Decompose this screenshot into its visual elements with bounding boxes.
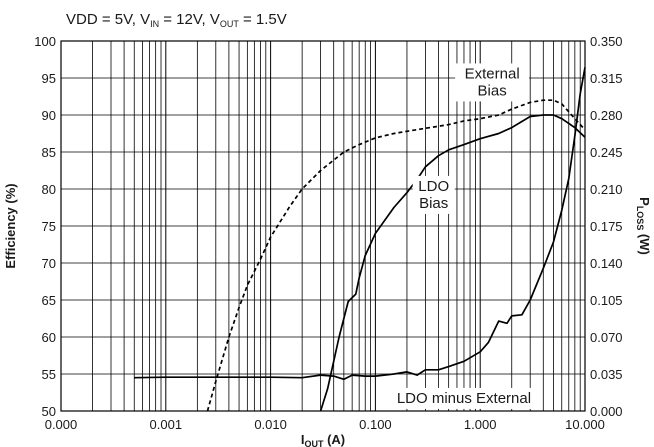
y-tick-label-right: 0.175 bbox=[590, 219, 623, 234]
x-tick-label: 0.000 bbox=[45, 417, 78, 432]
y-tick-labels-left: 50 55 60 65 70 75 80 85 90 95 100 bbox=[34, 34, 56, 419]
x-tick-label: 0.001 bbox=[150, 417, 183, 432]
y-tick-label-left: 50 bbox=[42, 404, 56, 419]
conditions-suffix: = 1.5V bbox=[239, 11, 287, 28]
series-ldo-minus-external bbox=[134, 67, 586, 381]
y-tick-label-right: 0.105 bbox=[590, 293, 623, 308]
annotation-label: Bias bbox=[419, 195, 448, 212]
y-tick-label-right: 0.315 bbox=[590, 71, 623, 86]
y-tick-label-right: 0.140 bbox=[590, 256, 623, 271]
x-axis-title: IOUT (A) bbox=[301, 432, 345, 447]
y-tick-label-right: 0.070 bbox=[590, 330, 623, 345]
x-tick-label: 10.000 bbox=[565, 417, 605, 432]
y-axis-title-right: PLOSS (W) bbox=[635, 197, 652, 255]
x-tick-label: 0.100 bbox=[359, 417, 392, 432]
conditions-prefix: VDD = 5V, V bbox=[66, 11, 150, 28]
annotation-background bbox=[412, 175, 455, 214]
y-tick-label-left: 55 bbox=[42, 367, 56, 382]
y-tick-label-left: 60 bbox=[42, 330, 56, 345]
y-tick-label-left: 100 bbox=[34, 34, 56, 49]
annotation-label: External bbox=[465, 65, 520, 82]
annotation-background bbox=[455, 63, 530, 102]
series-ldo-bias bbox=[319, 114, 586, 412]
annotation-label: Bias bbox=[478, 82, 507, 99]
y-axis-title-left: Efficiency (%) bbox=[3, 183, 18, 268]
y-tick-label-right: 0.000 bbox=[590, 404, 623, 419]
conditions-mid: = 12V, V bbox=[159, 11, 220, 28]
plot-frame bbox=[60, 40, 586, 412]
y-tick-labels-right: 0.000 0.035 0.070 0.105 0.140 0.175 0.210 0.245… bbox=[590, 34, 623, 419]
x-axis-title-sub: OUT bbox=[304, 439, 324, 447]
x-tick-label: 0.010 bbox=[254, 417, 287, 432]
y-tick-label-right: 0.245 bbox=[590, 145, 623, 160]
annotation-label: LDO bbox=[418, 178, 449, 195]
y-tick-label-right: 0.280 bbox=[590, 108, 623, 123]
x-axis-title-main: I bbox=[301, 432, 305, 447]
x-tick-labels: 0.000 0.001 0.010 0.100 1.000 10.000 bbox=[45, 417, 605, 432]
y-tick-label-left: 70 bbox=[42, 256, 56, 271]
y-tick-label-right: 0.035 bbox=[590, 367, 623, 382]
x-tick-label: 1.000 bbox=[464, 417, 497, 432]
y-tick-label-left: 80 bbox=[42, 182, 56, 197]
y-axis-title-right-sub: LOSS bbox=[635, 206, 645, 231]
series-external-bias bbox=[206, 99, 586, 412]
annotation-label: LDO minus External bbox=[397, 390, 531, 407]
y-tick-label-left: 95 bbox=[42, 71, 56, 86]
annotation-background bbox=[386, 387, 541, 409]
y-tick-label-left: 90 bbox=[42, 108, 56, 123]
conditions-out-sub: OUT bbox=[220, 19, 240, 29]
y-tick-label-left: 75 bbox=[42, 219, 56, 234]
chart-conditions: VDD = 5V, VIN = 12V, VOUT = 1.5V bbox=[66, 11, 287, 29]
y-axis-title-right-rest: (W) bbox=[637, 230, 652, 255]
y-axis-title-right-main: P bbox=[637, 197, 652, 206]
y-tick-label-left: 85 bbox=[42, 145, 56, 160]
y-tick-label-right: 0.210 bbox=[590, 182, 623, 197]
conditions-in-sub: IN bbox=[150, 19, 159, 29]
x-axis-title-rest: (A) bbox=[323, 432, 345, 447]
y-tick-label-left: 65 bbox=[42, 293, 56, 308]
y-tick-label-right: 0.350 bbox=[590, 34, 623, 49]
series-layer bbox=[134, 67, 586, 412]
